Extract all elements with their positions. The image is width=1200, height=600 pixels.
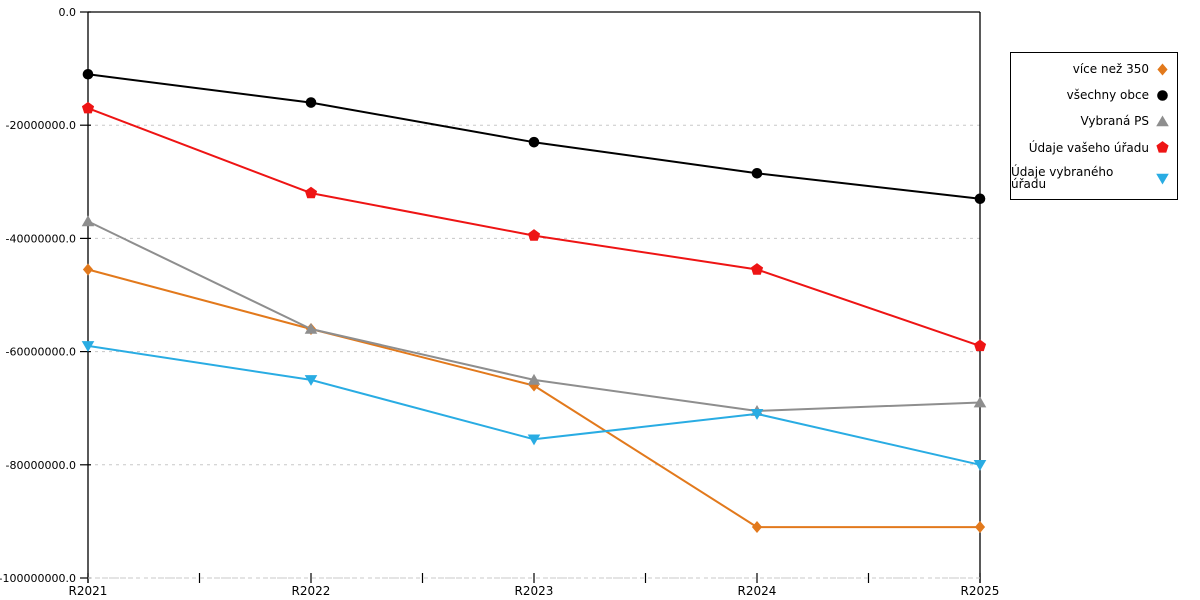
- diamond-marker-icon: [1157, 63, 1168, 76]
- x-tick-label: R2021: [69, 584, 108, 598]
- data-point: [81, 215, 95, 227]
- legend-label: Vybraná PS: [1080, 114, 1149, 129]
- circle-marker-icon: [1157, 89, 1168, 101]
- pentagon-marker-icon: [1156, 141, 1169, 153]
- data-point: [527, 434, 541, 446]
- legend-item: více než 350: [1011, 62, 1177, 77]
- legend-label: všechny obce: [1066, 88, 1149, 103]
- data-point: [973, 396, 987, 408]
- circle-marker-icon: [1157, 89, 1168, 101]
- series-line-0: [87, 268, 980, 529]
- x-tick-label: R2022: [292, 584, 331, 598]
- data-point: [974, 521, 986, 534]
- triangle-down-marker-icon: [1156, 173, 1169, 185]
- legend-label: Údaje vybraného úřadu: [1011, 165, 1114, 192]
- data-point: [751, 521, 763, 534]
- y-tick-label: 0.0: [59, 6, 77, 19]
- x-tick-label: R2024: [738, 584, 777, 598]
- data-point: [305, 97, 317, 108]
- x-tick-label: R2023: [515, 584, 554, 598]
- y-tick-label: -40000000.0: [6, 232, 76, 245]
- data-point: [304, 375, 318, 386]
- legend-label: více než 350: [1072, 62, 1149, 77]
- data-point: [751, 168, 763, 179]
- triangle-up-marker-icon: [1156, 115, 1169, 127]
- series-line-4: [87, 344, 981, 466]
- legend-item: Vybraná PS: [1011, 114, 1177, 129]
- data-point: [528, 136, 540, 148]
- y-tick-label: -60000000.0: [6, 346, 76, 359]
- legend-item: Údaje vašeho úřadu: [1011, 140, 1177, 155]
- legend-item: všechny obce: [1011, 88, 1177, 103]
- legend-item: Údaje vybraného úřadu: [1011, 166, 1177, 190]
- data-point: [527, 373, 541, 385]
- series-line-1: [87, 73, 981, 200]
- pentagon-marker-icon: [1156, 141, 1169, 153]
- data-point: [750, 263, 764, 275]
- data-point: [527, 229, 541, 241]
- y-tick-label: -100000000.0: [0, 572, 76, 585]
- y-tick-label: -20000000.0: [6, 119, 76, 132]
- data-point: [304, 322, 318, 334]
- data-point: [82, 263, 94, 276]
- data-point: [973, 339, 987, 352]
- data-point: [81, 101, 95, 114]
- data-point: [82, 68, 94, 80]
- data-point: [973, 460, 987, 471]
- legend: více než 350 všechny obce Vybraná PS Úda…: [1010, 52, 1178, 200]
- x-tick-label: R2025: [961, 584, 1000, 598]
- data-point: [974, 193, 986, 205]
- data-point: [304, 186, 318, 199]
- data-point: [750, 409, 764, 420]
- triangle-up-marker-icon: [1156, 115, 1169, 127]
- y-tick-label: -80000000.0: [6, 459, 76, 472]
- legend-label: Údaje vašeho úřadu: [1028, 140, 1149, 155]
- triangle-down-marker-icon: [1156, 173, 1169, 185]
- data-point: [81, 341, 95, 352]
- diamond-marker-icon: [1157, 63, 1168, 76]
